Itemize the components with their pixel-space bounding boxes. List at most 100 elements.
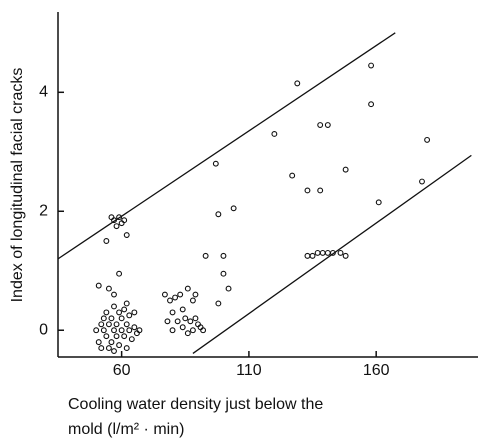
data-point <box>184 330 191 337</box>
x-axis-label: mold (l/m² · min) <box>68 421 184 438</box>
data-point <box>187 318 194 325</box>
data-point <box>189 297 196 304</box>
data-point <box>304 187 311 194</box>
data-point <box>98 321 105 328</box>
data-point <box>169 327 176 334</box>
x-tick-label: 160 <box>363 362 390 379</box>
x-tick-label: 60 <box>113 362 131 379</box>
boundary-line <box>57 32 396 260</box>
data-point <box>105 321 112 328</box>
data-point <box>126 312 133 319</box>
data-point <box>192 291 199 298</box>
data-point <box>113 223 120 230</box>
data-point <box>192 315 199 322</box>
data-point <box>317 122 324 128</box>
x-axis-label: Cooling water density just below the <box>68 396 323 413</box>
data-point <box>95 282 102 289</box>
data-point <box>126 327 133 334</box>
data-point <box>136 327 143 334</box>
data-point <box>337 249 344 256</box>
data-point <box>184 285 191 292</box>
y-tick-label: 2 <box>39 202 48 219</box>
data-point <box>304 252 311 259</box>
data-point <box>172 294 179 301</box>
data-point <box>118 327 125 334</box>
data-point <box>113 321 120 328</box>
data-point <box>294 80 301 87</box>
data-point <box>329 249 336 256</box>
data-point <box>220 252 227 259</box>
data-point <box>368 62 375 69</box>
data-point <box>103 238 110 244</box>
data-point <box>314 249 321 256</box>
data-point <box>116 309 123 316</box>
data-point <box>230 205 237 212</box>
data-point <box>177 291 184 298</box>
data-point <box>271 130 278 137</box>
data-point <box>424 136 431 143</box>
data-point <box>182 315 189 322</box>
data-point <box>100 327 107 334</box>
data-point <box>317 187 324 194</box>
data-point <box>123 232 130 239</box>
data-point <box>289 172 296 179</box>
data-point <box>131 309 138 316</box>
data-point <box>123 300 130 307</box>
data-point <box>108 339 115 346</box>
data-point <box>111 217 117 224</box>
data-point <box>116 342 123 349</box>
y-tick-label: 0 <box>39 321 48 338</box>
data-point <box>128 336 135 343</box>
data-point <box>200 327 207 334</box>
data-point <box>220 270 227 277</box>
data-point <box>111 303 117 310</box>
data-point <box>121 333 128 340</box>
data-point <box>111 291 117 298</box>
data-point <box>212 160 219 167</box>
data-point <box>103 309 110 316</box>
data-point <box>215 211 222 218</box>
data-point <box>309 252 316 259</box>
y-axis-label: Index of longitudinal facial cracks <box>9 68 26 303</box>
data-point <box>95 339 102 346</box>
data-point <box>324 122 331 128</box>
data-point <box>98 345 105 352</box>
data-point <box>123 321 130 328</box>
data-point <box>111 348 117 355</box>
data-point <box>121 217 128 224</box>
data-point <box>116 214 123 221</box>
data-point <box>111 327 117 334</box>
data-point <box>342 166 349 173</box>
data-point <box>202 252 209 259</box>
data-point <box>324 249 331 256</box>
data-point <box>167 297 173 304</box>
x-tick-label: 110 <box>236 362 262 379</box>
data-point <box>174 318 181 325</box>
data-point <box>225 285 232 292</box>
data-point <box>179 306 186 313</box>
data-point <box>123 345 130 352</box>
data-point <box>105 345 112 352</box>
data-point <box>368 101 375 108</box>
data-point <box>105 285 112 292</box>
data-point <box>161 291 168 298</box>
data-point <box>93 327 100 334</box>
data-point <box>179 324 186 331</box>
data-point <box>164 318 171 325</box>
data-point <box>121 306 128 313</box>
data-point <box>116 270 123 277</box>
data-point <box>103 333 110 340</box>
data-point <box>189 327 196 334</box>
data-point <box>419 178 425 185</box>
boundary-line <box>192 154 472 354</box>
data-point <box>108 315 115 322</box>
y-tick-label: 4 <box>39 84 48 101</box>
data-point <box>319 249 326 256</box>
data-point <box>215 300 222 307</box>
data-point <box>100 315 107 322</box>
data-point <box>118 315 125 322</box>
data-point <box>131 324 138 331</box>
data-point <box>375 199 382 206</box>
